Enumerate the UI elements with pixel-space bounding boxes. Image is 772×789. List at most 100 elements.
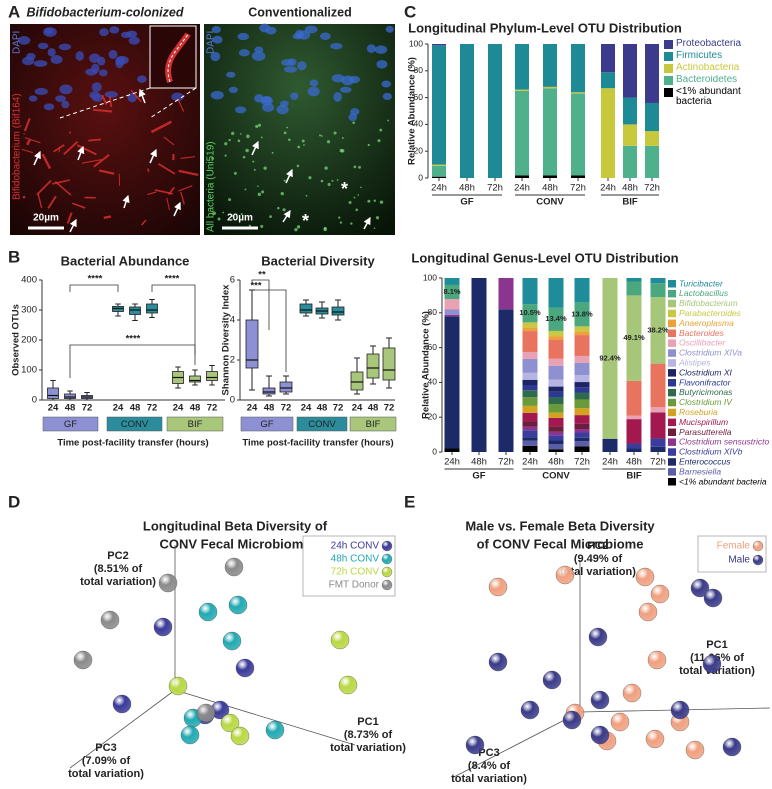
nucleus <box>333 91 342 102</box>
nucleus <box>276 104 289 115</box>
sample-point <box>228 595 248 615</box>
filament <box>93 154 110 168</box>
nucleus <box>37 42 49 50</box>
x-tick-label: 48h <box>542 183 558 194</box>
arrow <box>122 194 130 209</box>
legend-label: Enterococcus <box>679 456 731 466</box>
nucleus <box>43 103 55 111</box>
filament <box>180 156 196 160</box>
y-tick-label: 60 <box>414 92 424 102</box>
bar-segment <box>548 365 564 380</box>
filament <box>68 131 72 134</box>
significance: ** <box>258 270 266 281</box>
sample-point <box>180 725 200 745</box>
bar-segment <box>645 102 659 132</box>
legend-swatch <box>668 309 676 318</box>
bar-segment <box>626 281 642 296</box>
filament <box>26 139 31 146</box>
value-label: 92.4% <box>599 353 621 362</box>
bar-segment <box>571 175 585 178</box>
legend-label: Anaeroplasma <box>678 318 734 328</box>
bar-segment <box>571 92 585 94</box>
nucleus <box>348 113 358 122</box>
legend-label: Bacteroidetes <box>676 75 738 85</box>
x-tick-label: 24 <box>173 403 184 414</box>
legend-label: Clostridium XIVa <box>679 348 742 358</box>
bar-segment <box>571 44 585 93</box>
bar-segment <box>444 316 460 449</box>
bar-segment <box>626 448 642 452</box>
legend-label: <1% abundant bacteria <box>676 87 741 107</box>
arrow <box>69 218 77 233</box>
nucleus <box>381 80 391 88</box>
bar-segment <box>522 437 538 441</box>
bar-segment <box>548 386 564 392</box>
bar-segment <box>432 45 446 165</box>
y-tick-label: 0 <box>230 395 235 406</box>
box <box>189 375 201 383</box>
bar-segment <box>645 44 659 103</box>
bacterium <box>357 194 360 196</box>
bacterium <box>321 135 323 137</box>
nucleus <box>330 42 343 50</box>
bar-segment <box>522 430 538 438</box>
bar-segment <box>574 382 590 388</box>
legend-swatch <box>668 339 676 347</box>
sample-point <box>690 578 710 598</box>
bacterium <box>327 182 331 187</box>
bacterium <box>379 200 384 204</box>
nucleus <box>287 58 297 66</box>
legend-label-box: Bacteroidetes <box>676 75 738 85</box>
bacterium <box>352 121 355 125</box>
nucleus <box>120 31 132 39</box>
bacterium <box>255 124 259 129</box>
filament <box>22 195 26 199</box>
sample-point <box>645 729 665 749</box>
bar-segment <box>548 412 564 418</box>
filament <box>178 185 193 192</box>
legend-label-box: Actinobacteria <box>676 63 739 73</box>
stain-label: DAPI <box>12 31 23 54</box>
bacterium <box>367 143 370 147</box>
legend-label: Clostridium IV <box>679 397 733 407</box>
x-tick-label: 24h <box>444 457 460 468</box>
bar-segment <box>543 88 557 176</box>
x-tick-label: 24 <box>113 403 124 414</box>
bracket <box>251 279 270 330</box>
pc-label: (7.09% of <box>82 755 131 767</box>
bar-segment <box>650 278 666 284</box>
bar-segment <box>444 448 460 452</box>
legend-swatch <box>668 280 676 288</box>
filament <box>53 144 65 153</box>
box <box>350 371 364 391</box>
y-tick-label: 100 <box>409 38 423 48</box>
sample-point <box>555 565 575 585</box>
pc-label: PC1 <box>357 716 378 728</box>
bacterium <box>239 133 242 135</box>
x-tick-label: 72 <box>281 403 292 414</box>
legend-swatch <box>668 379 676 387</box>
x-axis-label: Time post-facility transfer (hours) <box>57 438 208 449</box>
bacterium <box>367 199 371 203</box>
bar-segment <box>574 415 590 424</box>
bar-segment <box>522 440 538 446</box>
bar-segment <box>522 421 538 427</box>
sample-point <box>153 617 173 637</box>
bacterium <box>228 198 232 202</box>
group-label: GF <box>460 197 473 208</box>
sample-point <box>520 700 540 720</box>
nucleus <box>75 51 85 61</box>
bacterium <box>222 211 225 214</box>
bar-segment <box>498 278 514 310</box>
bacterium <box>323 226 327 230</box>
bacterium <box>240 212 243 216</box>
x-tick-label: 48 <box>130 403 141 414</box>
bar-segment <box>548 307 564 331</box>
bacterium <box>341 137 344 139</box>
sample-point <box>224 557 244 577</box>
bar-segment <box>626 415 642 420</box>
legend-swatch <box>668 319 676 328</box>
bar-segment <box>548 435 564 441</box>
bacterium <box>326 140 331 144</box>
nucleus <box>210 51 221 62</box>
